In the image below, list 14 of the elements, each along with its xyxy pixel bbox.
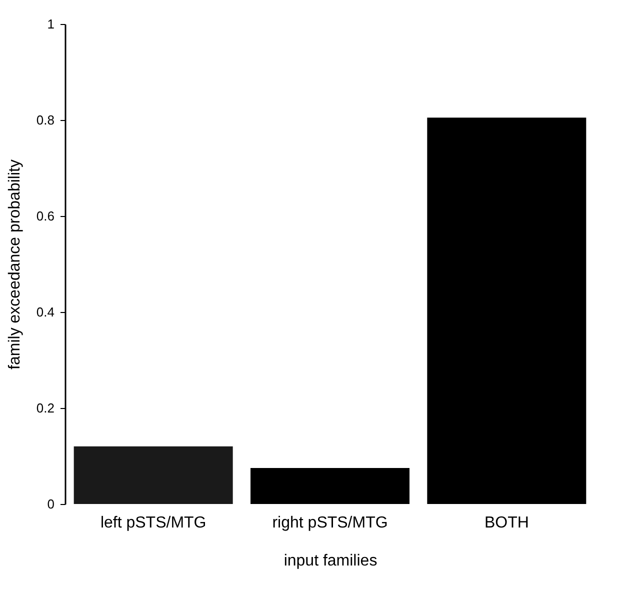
y-tick-label: 1 xyxy=(47,16,54,32)
bar xyxy=(427,118,586,504)
y-tick-label: 0.8 xyxy=(36,112,54,128)
x-tick-label: left pSTS/MTG xyxy=(100,514,206,532)
bar xyxy=(250,468,410,504)
x-tick-label: right pSTS/MTG xyxy=(272,514,388,532)
y-tick-label: 0.2 xyxy=(36,400,54,416)
y-tick-label: 0 xyxy=(47,496,54,512)
x-tick-label: BOTH xyxy=(484,514,529,532)
y-tick-label: 0.4 xyxy=(36,304,54,320)
x-axis-title: input families xyxy=(284,552,378,570)
bar xyxy=(74,446,233,504)
y-axis-title: family exceedance probability xyxy=(6,160,24,370)
y-tick-label: 0.6 xyxy=(36,208,54,224)
